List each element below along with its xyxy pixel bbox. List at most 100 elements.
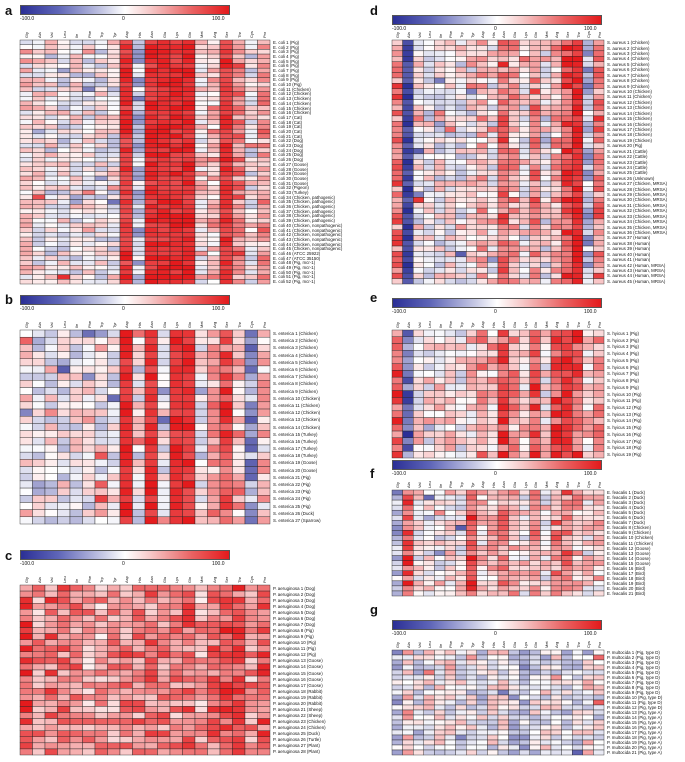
- heatmap-cell: [244, 473, 258, 482]
- heatmap-cell: [402, 444, 414, 452]
- heatmap-cell: [107, 681, 121, 689]
- heatmap-cell: [182, 39, 196, 45]
- heatmap-cell: [157, 49, 171, 55]
- row-label: E. coli 36 (Chicken, pathogenic): [273, 204, 335, 210]
- heatmap-cell: [194, 627, 208, 634]
- heatmap-cell: [455, 580, 467, 587]
- heatmap-cell: [119, 110, 133, 116]
- heatmap-cell: [465, 356, 477, 364]
- heatmap-cell: [244, 408, 258, 417]
- heatmap-cell: [157, 718, 171, 725]
- heatmap-cell: [82, 423, 96, 431]
- heatmap-cell: [232, 657, 246, 665]
- heatmap-cell: [402, 240, 414, 247]
- heatmap-cell: [144, 86, 158, 92]
- heatmap-cell: [244, 49, 258, 55]
- heatmap-cell: [44, 236, 58, 242]
- heatmap-cell: [94, 260, 108, 266]
- column-label: Leu: [61, 31, 67, 38]
- heatmap-cell: [44, 394, 58, 403]
- heatmap-cell: [434, 390, 446, 398]
- heatmap-cell: [219, 82, 233, 88]
- heatmap-cell: [107, 147, 121, 153]
- row-label: S. aureus 32 (Chicken, MRSA): [607, 208, 668, 214]
- heatmap-cell: [434, 175, 446, 182]
- heatmap-cell: [232, 189, 246, 196]
- heatmap-cell: [144, 669, 158, 677]
- heatmap-cell: [465, 66, 477, 73]
- heatmap-cell: [232, 502, 246, 510]
- row-label: E. coli 41 (Chicken, nonpathogenic): [273, 227, 343, 233]
- heatmap-cell: [423, 104, 435, 111]
- heatmap-cell: [476, 110, 488, 117]
- heatmap-cell: [244, 58, 258, 64]
- heatmap-cell: [132, 480, 146, 489]
- heatmap-cell: [582, 186, 594, 193]
- heatmap-cell: [194, 110, 208, 116]
- heatmap-cell: [391, 256, 403, 263]
- heatmap-cell: [182, 180, 196, 186]
- heatmap-cell: [391, 504, 403, 511]
- heatmap-cell: [593, 654, 605, 661]
- heatmap-cell: [487, 262, 499, 268]
- heatmap-cell: [518, 729, 530, 736]
- heatmap-cell: [257, 380, 271, 388]
- heatmap-cell: [32, 241, 46, 247]
- column-label: Thr: [236, 577, 242, 583]
- heatmap-cell: [423, 224, 435, 230]
- heatmap-cell: [529, 61, 541, 68]
- heatmap-cell: [244, 615, 258, 622]
- heatmap-cell: [244, 509, 258, 518]
- heatmap-cell: [550, 272, 562, 279]
- heatmap-cell: [455, 126, 467, 133]
- heatmap-cell: [107, 736, 121, 744]
- heatmap-cell: [571, 153, 583, 160]
- heatmap-cell: [257, 651, 271, 659]
- heatmap-cell: [232, 250, 246, 257]
- heatmap-cell: [423, 121, 435, 127]
- heatmap-cell: [476, 104, 488, 111]
- heatmap-cell: [232, 255, 246, 261]
- heatmap-cell: [169, 269, 183, 275]
- heatmap-cell: [529, 272, 541, 279]
- heatmap-cell: [455, 197, 467, 203]
- heatmap-cell: [82, 459, 96, 467]
- heatmap-cell: [571, 99, 583, 106]
- heatmap-cell: [132, 199, 146, 205]
- heatmap-cell: [434, 489, 446, 496]
- heatmap-cell: [19, 615, 33, 622]
- heatmap-cell: [44, 706, 58, 713]
- heatmap-cell: [518, 56, 530, 62]
- heatmap-cell: [423, 94, 435, 100]
- heatmap-cell: [244, 621, 258, 628]
- heatmap-cell: [19, 416, 33, 424]
- heatmap-cell: [169, 495, 183, 503]
- heatmap-cell: [157, 143, 171, 149]
- heatmap-cell: [561, 50, 573, 57]
- heatmap-cell: [529, 437, 541, 445]
- row-label: E. feacalis 3 (Duck): [607, 500, 646, 506]
- heatmap-cell: [257, 669, 271, 677]
- row-label: P. aeruginosa 7 (Dog): [273, 621, 316, 627]
- heatmap-cell: [207, 487, 221, 496]
- heatmap-cell: [550, 535, 562, 541]
- heatmap-cell: [561, 744, 573, 751]
- heatmap-cell: [244, 466, 258, 474]
- heatmap-cell: [57, 730, 71, 737]
- heatmap-cell: [529, 535, 541, 541]
- heatmap-cell: [413, 684, 425, 691]
- heatmap-cell: [434, 590, 446, 597]
- heatmap-cell: [402, 343, 414, 351]
- heatmap-cell: [434, 77, 446, 84]
- heatmap-cell: [19, 171, 33, 177]
- heatmap-cell: [132, 657, 146, 665]
- heatmap-cell: [57, 596, 71, 604]
- row-label: S. aureus 44 (Human, MRSA): [607, 273, 666, 279]
- heatmap-cell: [444, 729, 456, 736]
- heatmap-cell: [455, 709, 467, 716]
- heatmap-cell: [219, 430, 233, 438]
- heatmap-cell: [444, 659, 456, 666]
- heatmap-cell: [119, 39, 133, 45]
- heatmap-cell: [182, 157, 196, 163]
- heatmap-cell: [157, 609, 171, 616]
